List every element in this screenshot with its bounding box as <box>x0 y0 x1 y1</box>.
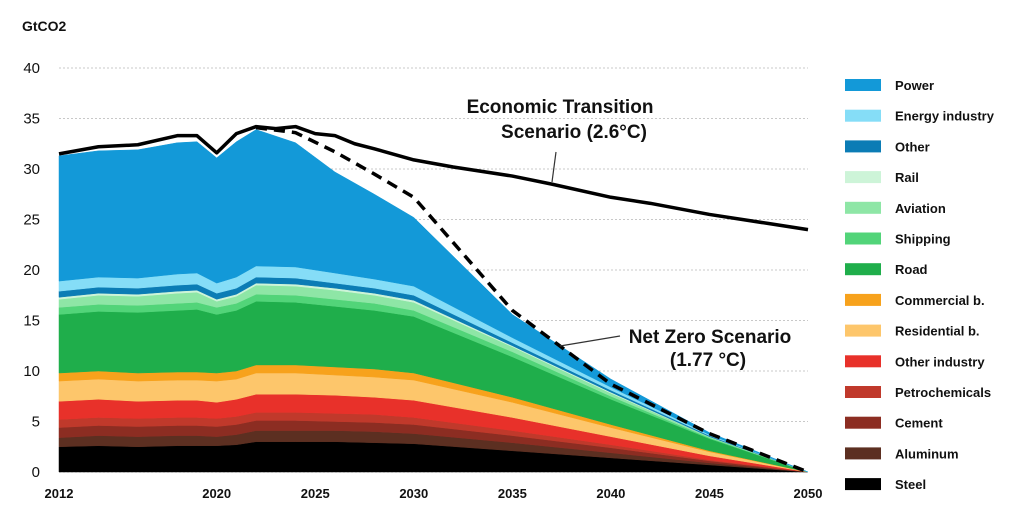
legend-swatch-commercial-b <box>845 293 881 306</box>
annotations: Economic Transition Scenario (2.6°C) Net… <box>467 97 792 371</box>
x-axis-ticks: 2012 2020 2025 2030 2035 2040 2045 2050 <box>45 486 823 501</box>
legend-swatch-road <box>845 263 881 276</box>
x-tick-2035: 2035 <box>498 486 527 501</box>
economic-transition-pointer <box>551 151 557 183</box>
y-tick-5: 5 <box>32 414 40 431</box>
economic-transition-label-line1: Economic Transition <box>467 97 654 118</box>
y-tick-30: 30 <box>23 161 40 178</box>
legend-label-rail: Rail <box>895 170 919 185</box>
economic-transition-line <box>58 124 809 232</box>
net-zero-pointer <box>559 335 621 347</box>
legend-swatch-aluminum <box>845 447 881 460</box>
legend-swatch-energy-industry <box>845 109 881 122</box>
legend-label-energy-industry: Energy industry <box>895 109 995 124</box>
x-tick-2025: 2025 <box>301 486 330 501</box>
legend-label-aviation: Aviation <box>895 201 946 216</box>
legend-label-commercial-b: Commercial b. <box>895 293 985 308</box>
legend-swatch-aviation <box>845 201 881 214</box>
legend-swatch-rail <box>845 171 881 184</box>
legend-swatch-other-industry <box>845 355 881 368</box>
legend-label-power: Power <box>895 78 934 93</box>
legend-label-aluminum: Aluminum <box>895 446 959 461</box>
legend-label-other-industry: Other industry <box>895 354 985 369</box>
legend-swatch-shipping <box>845 232 881 245</box>
x-tick-2040: 2040 <box>596 486 625 501</box>
y-axis-unit-label: GtCO2 <box>22 18 67 34</box>
area-power <box>58 129 809 473</box>
legend-label-other: Other <box>895 139 930 154</box>
y-tick-25: 25 <box>23 212 40 229</box>
legend-label-cement: Cement <box>895 416 943 431</box>
x-tick-2020: 2020 <box>202 486 231 501</box>
legend-swatch-residential-b <box>845 324 881 337</box>
stacked-areas <box>58 129 809 473</box>
y-tick-0: 0 <box>32 464 40 481</box>
net-zero-label-line1: Net Zero Scenario <box>629 327 792 348</box>
legend-label-residential-b: Residential b. <box>895 324 980 339</box>
net-zero-label-line2: (1.77 °C) <box>670 350 746 371</box>
legend-swatch-steel <box>845 478 881 491</box>
legend-swatch-other <box>845 140 881 153</box>
y-axis-ticks: 0 5 10 15 20 25 30 35 40 <box>23 60 40 481</box>
y-tick-15: 15 <box>23 313 40 330</box>
legend-swatch-power <box>845 79 881 91</box>
y-tick-10: 10 <box>23 363 40 380</box>
legend-label-petrochemicals: Petrochemicals <box>895 385 991 400</box>
legend-swatch-petrochemicals <box>845 386 881 398</box>
y-tick-40: 40 <box>23 60 40 77</box>
x-tick-2012: 2012 <box>45 486 74 501</box>
legend-label-steel: Steel <box>895 477 926 492</box>
scenario-lines <box>58 124 809 474</box>
x-tick-2050: 2050 <box>794 486 823 501</box>
legend: Power Energy industry Other Rail Aviation Shi… <box>845 78 995 492</box>
legend-label-road: Road <box>895 262 928 277</box>
x-tick-2030: 2030 <box>399 486 428 501</box>
y-tick-35: 35 <box>23 111 40 128</box>
x-tick-2045: 2045 <box>695 486 724 501</box>
y-tick-20: 20 <box>23 262 40 279</box>
legend-swatch-cement <box>845 416 881 429</box>
legend-label-shipping: Shipping <box>895 232 951 247</box>
economic-transition-label-line2: Scenario (2.6°C) <box>501 122 647 143</box>
net-zero-line <box>255 125 809 474</box>
